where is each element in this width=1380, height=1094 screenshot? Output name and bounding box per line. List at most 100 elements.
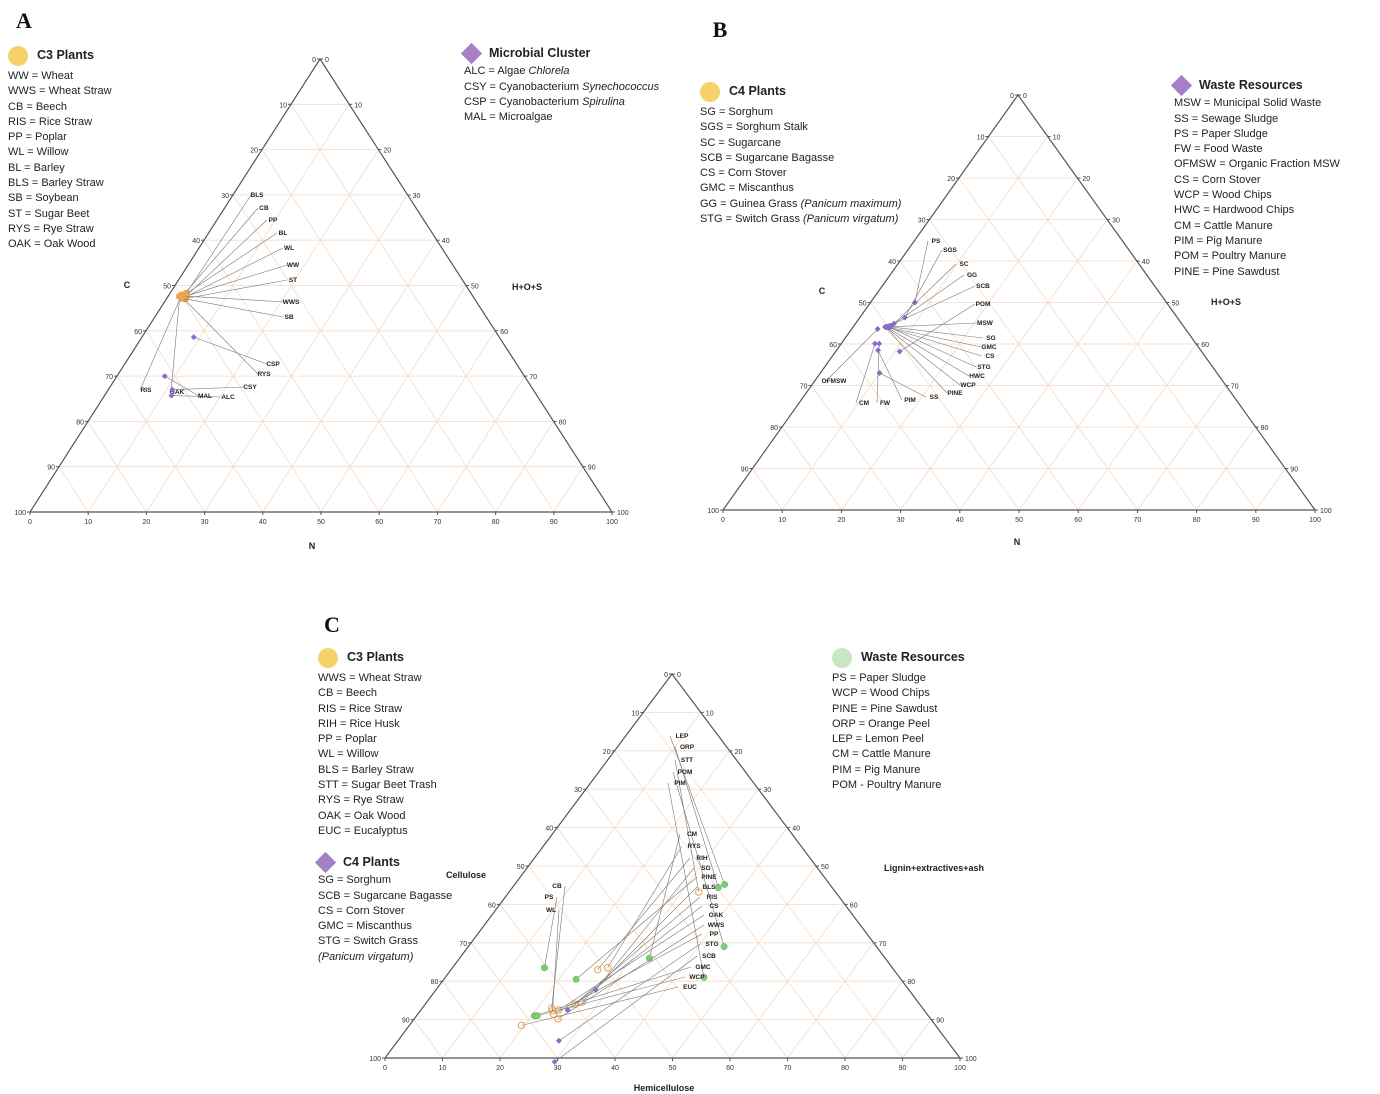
- point-label: SCB: [976, 283, 990, 290]
- left-tick-label: 30: [221, 193, 229, 200]
- bottom-tick-label: 0: [383, 1065, 387, 1072]
- grid-line: [781, 136, 1049, 511]
- purple-diamond-icon: [460, 43, 483, 65]
- data-point-ps: [540, 964, 548, 972]
- leader-line: [888, 327, 982, 348]
- point-label: WW: [287, 262, 300, 269]
- data-point-mal: [161, 373, 168, 380]
- grid-line: [1018, 302, 1167, 511]
- axis-title-left: C: [124, 280, 131, 290]
- legend-item-text: STG = Switch Grass: [700, 213, 803, 226]
- right-tick-label: 0: [325, 57, 329, 64]
- right-tick-label: 40: [792, 826, 800, 833]
- right-tick-label: 40: [442, 238, 450, 245]
- legend-item: WWS = Wheat Straw: [318, 672, 422, 684]
- bottom-tick-label: 10: [778, 517, 786, 524]
- point-label: CSP: [266, 361, 280, 368]
- data-point-rys: [603, 964, 612, 972]
- left-tick-label: 50: [517, 864, 525, 871]
- point-label: SC: [959, 261, 968, 268]
- point-label: WWS: [283, 299, 300, 306]
- right-tick-label: 10: [1053, 135, 1061, 142]
- legend-item: BL = Barley: [8, 161, 65, 174]
- legend-item: PINE = Pine Sawdust: [1174, 265, 1280, 278]
- left-tick-label: 40: [545, 826, 553, 833]
- bottom-tick-label: 40: [956, 517, 964, 524]
- point-label: ORP: [680, 744, 695, 751]
- legend-item-text: CSP = Cyanobacterium: [464, 95, 583, 108]
- legend-item: CS = Corn Stover: [700, 166, 901, 181]
- point-label: EUC: [683, 984, 697, 991]
- leader-line: [185, 194, 252, 294]
- data-point-ps: [911, 299, 918, 306]
- left-tick-label: 70: [105, 374, 113, 381]
- left-tick-label: 0: [1010, 93, 1014, 100]
- legend-item: SCB = Sugarcane Bagasse: [700, 151, 901, 166]
- left-tick-label: 0: [312, 57, 316, 64]
- leader-line: [825, 328, 878, 382]
- point-label: HWC: [969, 373, 985, 380]
- leader-line: [674, 746, 719, 888]
- data-point-scb: [551, 1058, 558, 1065]
- data-point-sgs: [901, 314, 908, 321]
- grid-line: [413, 1019, 443, 1059]
- bottom-tick-label: 100: [1309, 517, 1321, 524]
- legend-item: ORP = Orange Peel: [832, 717, 930, 730]
- leader-line: [181, 297, 284, 318]
- legend-item-italic: Spirulina: [582, 95, 625, 108]
- left-tick-label: 20: [250, 148, 258, 155]
- point-label: WWS: [708, 922, 725, 929]
- right-tick-label: 0: [677, 672, 681, 679]
- bottom-tick-label: 80: [841, 1065, 849, 1072]
- legend-item-text: CSY = Cyanobacterium: [464, 80, 583, 93]
- point-label: SCB: [702, 953, 716, 960]
- right-tick-label: 60: [500, 329, 508, 336]
- leader-line: [887, 326, 984, 339]
- grid-line: [1077, 343, 1197, 511]
- legend-item: STG = Switch Grass: [318, 934, 452, 949]
- leader-line: [855, 343, 876, 404]
- right-tick-label: 70: [879, 941, 887, 948]
- bottom-tick-label: 30: [554, 1065, 562, 1072]
- legend-item-italic: (Panicum maximum): [800, 197, 902, 210]
- legend-item: WCP = Wood Chips: [1174, 189, 1272, 202]
- left-tick-label: 10: [279, 102, 287, 109]
- yellow-circle-icon: [700, 82, 720, 102]
- leader-line: [886, 322, 978, 328]
- bottom-tick-label: 70: [434, 519, 442, 526]
- leader-line: [876, 343, 880, 404]
- leader-line: [553, 933, 703, 1015]
- legend-item-italic: Chlorela: [528, 65, 570, 78]
- right-tick-label: 10: [354, 102, 362, 109]
- leader-line: [595, 867, 695, 991]
- legend-item: OAK = Oak Wood: [318, 809, 406, 822]
- left-tick-label: 10: [632, 710, 640, 717]
- grid-line: [811, 385, 901, 511]
- leader-line: [575, 876, 698, 980]
- data-point-ss: [876, 370, 883, 377]
- legend-item: GMC = Miscanthus: [318, 919, 452, 934]
- grid-line: [844, 980, 903, 1059]
- point-label: CB: [259, 205, 269, 212]
- bottom-tick-label: 80: [1193, 517, 1201, 524]
- bottom-tick-label: 80: [492, 519, 500, 526]
- legend-item: RIS = Rice Straw: [318, 702, 403, 715]
- leader-line: [597, 857, 691, 970]
- leader-line: [581, 886, 698, 1003]
- left-tick-label: 80: [770, 425, 778, 432]
- leader-line: [889, 327, 977, 368]
- leader-line: [886, 326, 970, 377]
- point-label: GMC: [695, 964, 710, 971]
- left-tick-label: 80: [431, 979, 439, 986]
- point-label: PP: [710, 931, 719, 938]
- legend-item-text: SC = Sugarcane: [700, 136, 782, 149]
- legend-a-c3: C3 Plants WW = Wheat WWS = Wheat Straw CB =…: [8, 46, 112, 253]
- axis-title-right: H+O+S: [1211, 297, 1241, 307]
- legend-title-text: C3 Plants: [347, 650, 404, 665]
- leader-line: [139, 295, 182, 391]
- data-point-pine: [572, 975, 580, 983]
- left-tick-label: 100: [14, 510, 26, 517]
- panel-letter-b: B: [713, 17, 728, 42]
- legend-b-waste: Waste Resources MSW = Municipal Solid Was…: [1170, 75, 1340, 280]
